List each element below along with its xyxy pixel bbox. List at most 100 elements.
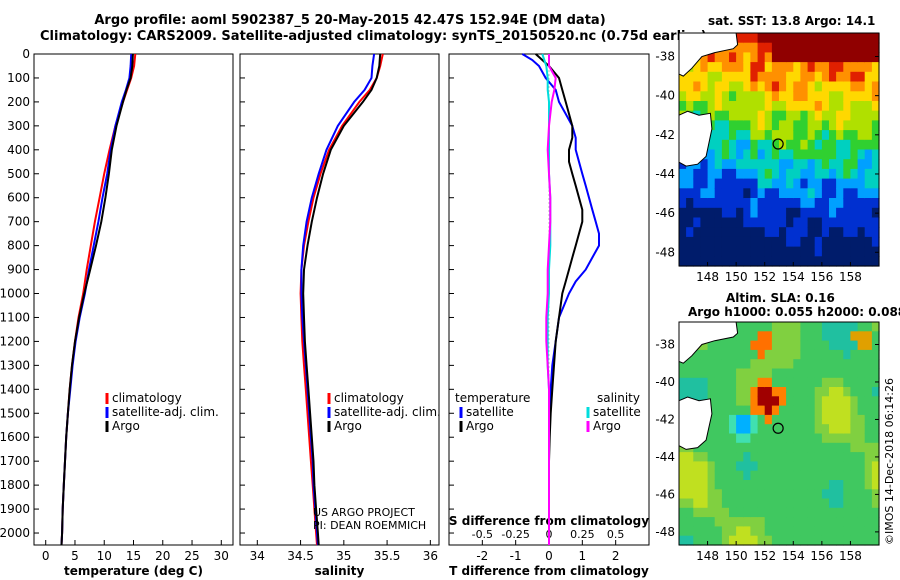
- map-cell: [836, 489, 844, 500]
- map-cell: [836, 52, 844, 63]
- map-cell: [736, 139, 744, 151]
- map-cell: [721, 149, 730, 160]
- map-cell: [721, 81, 730, 92]
- map-cell: [821, 246, 830, 257]
- map-cell: [729, 101, 737, 112]
- map-cell: [721, 71, 730, 83]
- map-cell: [836, 517, 844, 527]
- map-cell: [693, 217, 701, 228]
- map-cell: [857, 168, 866, 180]
- map-cell: [807, 207, 816, 219]
- map-cell: [829, 101, 837, 112]
- map-frame-sla: [678, 321, 880, 546]
- map-cell: [736, 414, 744, 425]
- map-cell: [771, 442, 780, 453]
- map-cell: [693, 81, 701, 92]
- map-x-tick-label: 156: [810, 549, 833, 563]
- map-cell: [757, 396, 766, 407]
- map-cell: [729, 424, 737, 435]
- map-cell: [743, 52, 751, 63]
- map-cell: [729, 489, 737, 500]
- map-cell: [736, 526, 744, 537]
- map-cell: [843, 359, 851, 370]
- map-cell: [736, 377, 744, 388]
- map-cell: [686, 207, 694, 219]
- map-cell: [821, 62, 830, 73]
- map-cell: [800, 498, 809, 509]
- s-difference-tick-label: 0.25: [570, 528, 595, 541]
- map-cell: [750, 130, 759, 141]
- map-cell: [743, 368, 751, 379]
- map-cell: [800, 33, 809, 44]
- map-cell: [700, 470, 709, 481]
- map-cell: [729, 236, 737, 248]
- map-cell: [700, 507, 709, 518]
- map-cell: [807, 331, 816, 342]
- map-cell: [836, 159, 844, 170]
- map-cell: [686, 535, 694, 546]
- map-cell: [793, 433, 801, 444]
- map-cell: [821, 207, 830, 219]
- map-cell: [779, 246, 787, 257]
- map-cell: [679, 452, 687, 462]
- map-cell: [736, 198, 744, 209]
- map-cell: [707, 517, 716, 527]
- y-tick-label: 1200: [0, 334, 30, 348]
- map-cell: [843, 101, 851, 112]
- map-cell: [864, 331, 873, 342]
- map-cell: [686, 517, 694, 527]
- map-cell: [800, 387, 809, 397]
- map-cell: [786, 130, 794, 141]
- map-cell: [793, 168, 801, 180]
- map-cell: [714, 246, 723, 257]
- map-cell: [800, 424, 809, 435]
- salinity-legend-label: satellite-adj. clim.: [334, 405, 441, 419]
- map-cell: [707, 396, 716, 407]
- map-cell: [779, 461, 787, 472]
- map-cell: [714, 349, 723, 360]
- map-cell: [864, 188, 873, 199]
- map-cell: [864, 52, 873, 63]
- map-cell: [864, 256, 873, 267]
- map-cell: [857, 130, 866, 141]
- map-cell: [829, 236, 837, 248]
- map-cell: [814, 526, 823, 537]
- map-cell: [750, 405, 759, 416]
- map-cell: [829, 359, 837, 370]
- map-cell: [771, 149, 780, 160]
- map-cell: [871, 461, 880, 472]
- map-cell: [736, 349, 744, 360]
- map-x-tick-label: 158: [839, 270, 862, 284]
- map-cell: [764, 52, 773, 63]
- map-cell: [693, 507, 701, 518]
- map-cell: [750, 359, 759, 370]
- map-cell: [807, 470, 816, 481]
- map-cell: [707, 198, 716, 209]
- map-cell: [850, 396, 859, 407]
- map-cell: [764, 489, 773, 500]
- map-cell: [700, 349, 709, 360]
- map-cell: [864, 470, 873, 481]
- map-cell: [693, 470, 701, 481]
- map-cell: [807, 188, 816, 199]
- map-cell: [857, 331, 866, 342]
- map-cell: [821, 359, 830, 370]
- map-cell: [793, 526, 801, 537]
- map-cell: [750, 178, 759, 189]
- x-tick-label: 2: [612, 549, 620, 563]
- map-cell: [729, 227, 737, 238]
- map-cell: [679, 461, 687, 472]
- map-cell: [771, 424, 780, 435]
- map-cell: [829, 33, 837, 44]
- map-cell: [800, 442, 809, 453]
- map-cell: [743, 101, 751, 112]
- map-cell: [686, 452, 694, 462]
- map-cell: [743, 414, 751, 425]
- map-cell: [693, 62, 701, 73]
- map-cell: [850, 149, 859, 160]
- map-cell: [786, 149, 794, 160]
- map-cell: [807, 101, 816, 112]
- map-cell: [814, 236, 823, 248]
- map-cell: [721, 535, 730, 546]
